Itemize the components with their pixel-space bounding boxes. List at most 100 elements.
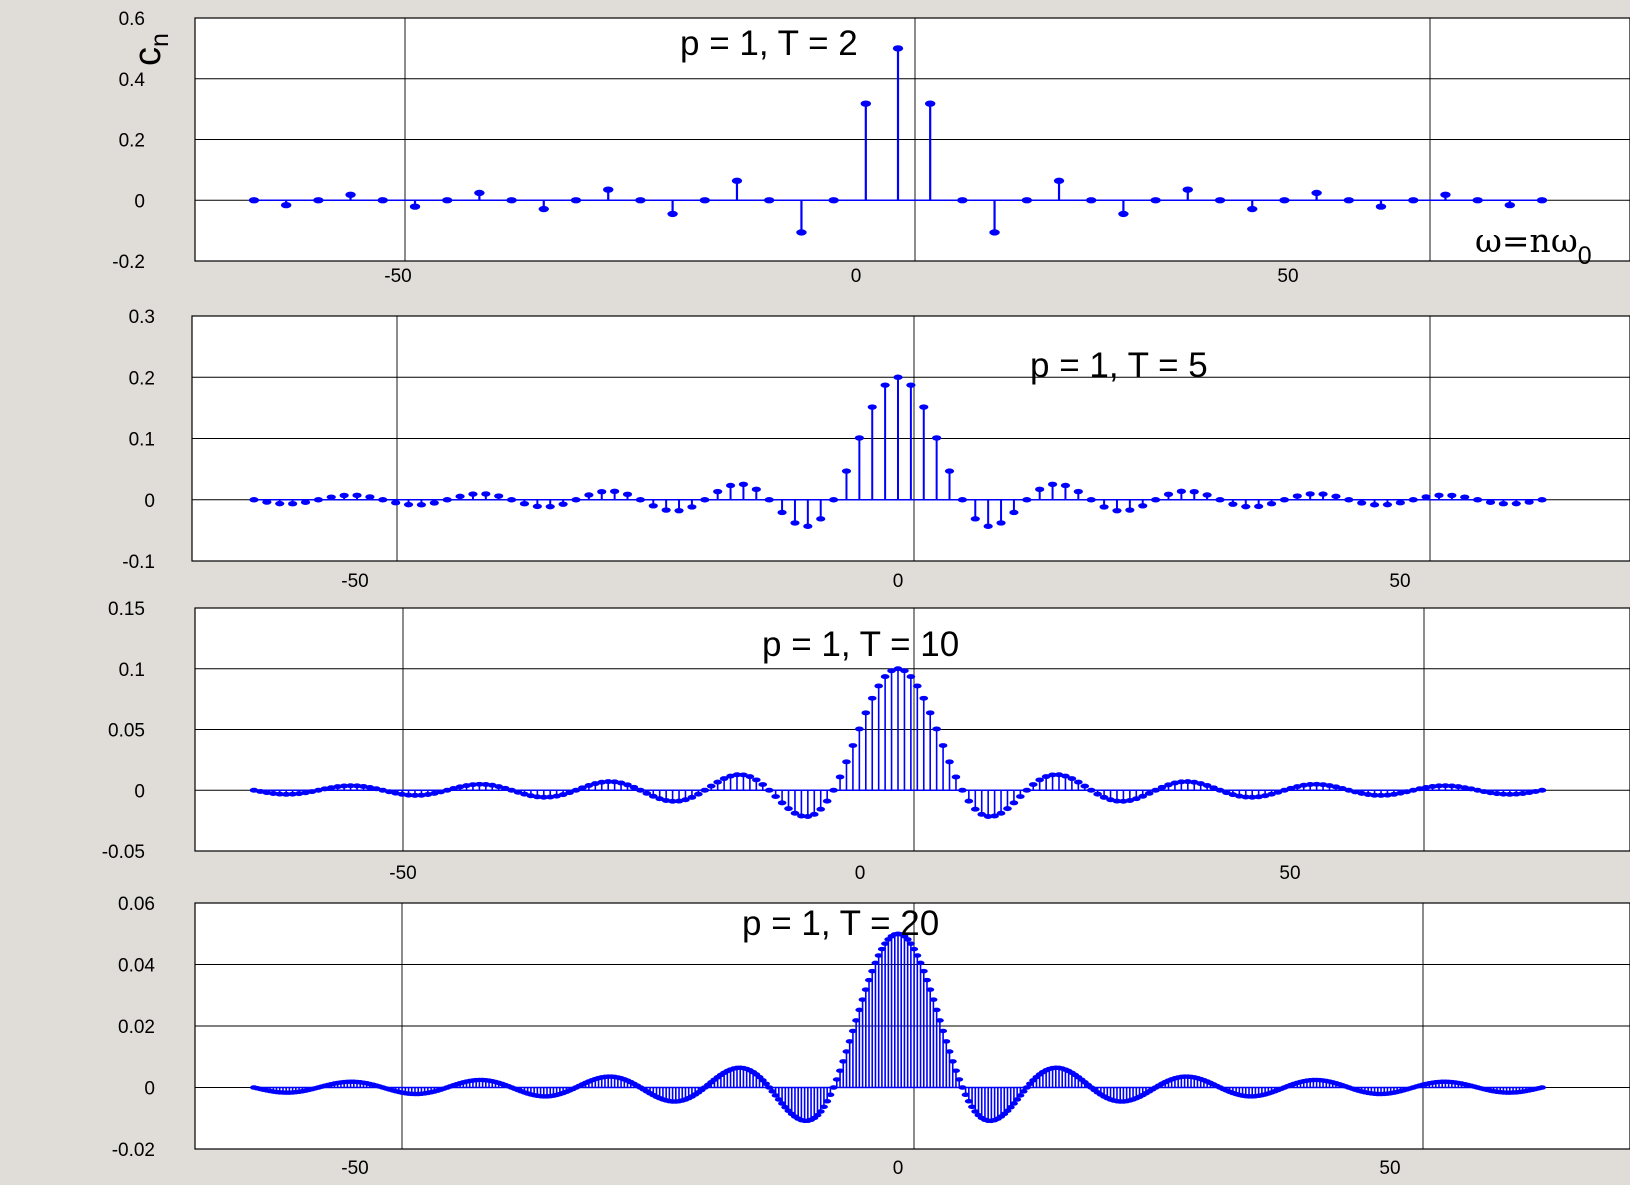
stem-marker — [944, 468, 955, 474]
stem-marker — [442, 497, 452, 503]
stem-marker — [1202, 492, 1212, 498]
stem-marker — [957, 197, 968, 204]
stem-marker — [845, 1039, 854, 1044]
stem-marker — [378, 787, 388, 793]
stem-marker — [481, 491, 491, 497]
stem-marker — [1499, 791, 1508, 797]
stem-marker — [687, 504, 697, 510]
stem-marker — [1163, 491, 1174, 497]
stem-marker — [932, 1007, 941, 1013]
stem-marker — [655, 796, 665, 802]
stem-marker — [294, 791, 304, 797]
stem-marker — [262, 499, 272, 505]
stem-marker — [436, 789, 446, 795]
stem-marker — [1080, 783, 1090, 789]
stem-marker — [281, 791, 291, 797]
stem-marker — [462, 783, 471, 789]
stem-marker — [1318, 782, 1328, 788]
stem-marker — [1460, 494, 1470, 500]
stem-marker — [352, 783, 362, 789]
stem-marker — [1408, 497, 1418, 503]
stem-marker — [571, 497, 581, 503]
stem-marker — [699, 197, 710, 204]
stem-marker — [468, 491, 478, 497]
stem-marker — [694, 791, 703, 797]
stem-marker — [828, 197, 839, 204]
stem-marker — [829, 1085, 838, 1090]
subplot-3: -0.05 0 0.05 0.1 0.15 -50 0 50 p = 1, T = 10 — [102, 599, 1630, 884]
stem-marker — [790, 810, 800, 816]
x-axis-label-subscript: 0 — [1578, 242, 1592, 270]
stem-marker — [932, 726, 941, 732]
stem-marker — [1053, 177, 1065, 184]
y-tick-label: 0.02 — [118, 1017, 155, 1038]
stem-marker — [900, 668, 909, 674]
stem-marker — [848, 1028, 857, 1034]
stem-marker — [1138, 503, 1148, 509]
stem-marker — [910, 946, 919, 952]
stem-marker — [971, 1109, 980, 1114]
stem-marker — [758, 1078, 767, 1083]
stem-marker — [1305, 782, 1315, 787]
stem-marker — [1375, 203, 1387, 210]
stem-marker — [970, 806, 980, 812]
stem-marker — [345, 191, 356, 198]
stem-marker — [1331, 493, 1341, 500]
stem-marker — [661, 507, 671, 513]
stem-marker — [442, 787, 452, 793]
stem-marker — [1498, 500, 1508, 507]
stem-marker — [475, 781, 484, 787]
stem-marker — [326, 785, 336, 791]
stem-marker — [513, 789, 523, 795]
stem-marker — [1241, 503, 1251, 510]
stem-marker — [275, 500, 285, 507]
stem-marker — [964, 1098, 973, 1104]
stem-marker — [1215, 497, 1225, 503]
y-tick-label: 0 — [144, 1079, 155, 1100]
stem-marker — [1028, 782, 1038, 788]
y-tick-label: 0.2 — [129, 368, 155, 389]
stem-marker — [1331, 784, 1341, 790]
x-tick-label: -50 — [384, 266, 411, 287]
stem-marker — [565, 790, 574, 796]
stem-marker — [1086, 197, 1097, 204]
stem-marker — [1009, 509, 1019, 516]
x-tick-label: 0 — [851, 266, 862, 287]
stem-marker — [333, 784, 342, 790]
stem-marker — [989, 229, 1000, 236]
stem-marker — [481, 782, 491, 787]
stem-marker — [1260, 793, 1270, 799]
stem-marker — [1441, 783, 1450, 789]
stem-marker — [674, 507, 684, 514]
stem-marker — [1350, 789, 1360, 795]
stem-marker — [790, 520, 800, 526]
stem-marker — [1021, 197, 1033, 204]
stem-marker — [893, 374, 903, 380]
stem-marker — [455, 493, 465, 500]
stem-marker — [1009, 1101, 1018, 1106]
stem-marker — [280, 201, 292, 209]
stem-marker — [1286, 785, 1296, 791]
stem-marker — [803, 523, 813, 529]
stem-marker — [1511, 500, 1521, 507]
stem-marker — [1524, 499, 1534, 505]
y-tick-label: -0.05 — [102, 842, 145, 863]
stem-marker — [1536, 197, 1548, 204]
stem-marker — [1343, 197, 1354, 204]
stem-marker — [533, 794, 542, 800]
stem-marker — [1157, 784, 1167, 790]
stem-marker — [1408, 787, 1418, 793]
stem-marker — [1538, 1085, 1547, 1090]
stem-marker — [346, 783, 355, 789]
stem-marker — [777, 509, 787, 516]
stem-marker — [1279, 197, 1290, 204]
stem-marker — [906, 674, 916, 680]
stem-marker — [829, 787, 838, 793]
stem-marker — [1472, 197, 1483, 204]
stem-marker — [867, 695, 877, 701]
stem-marker — [339, 783, 349, 789]
stem-marker — [809, 811, 819, 817]
stem-marker — [1093, 791, 1102, 797]
stem-marker — [926, 987, 935, 992]
stem-marker — [1440, 191, 1451, 198]
